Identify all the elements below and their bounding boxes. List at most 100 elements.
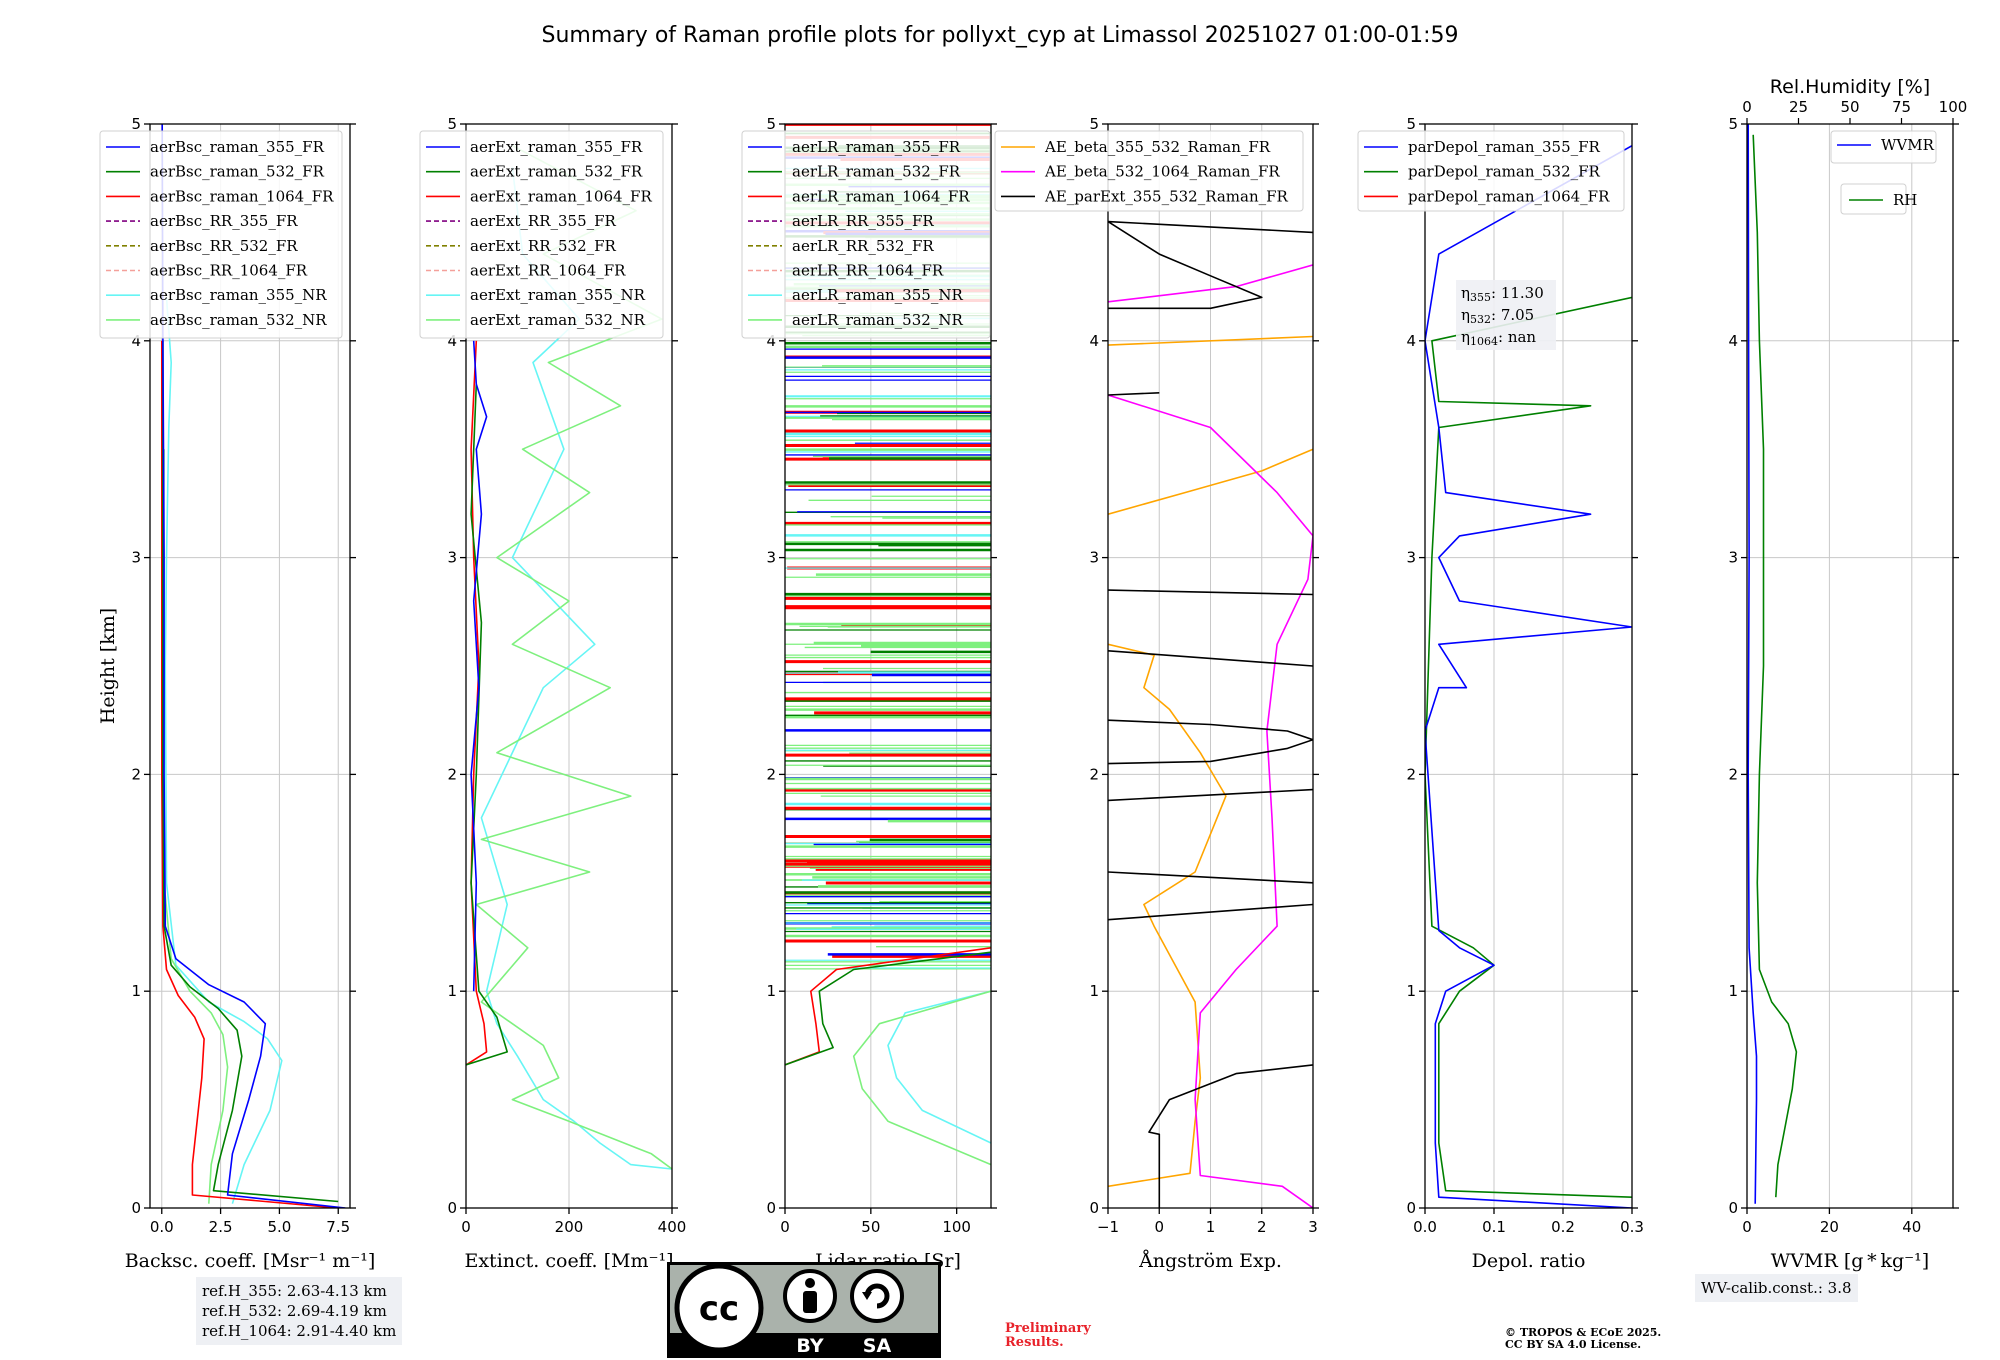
legend-label: aerExt_RR_532_FR <box>470 237 617 255</box>
legend-label: aerLR_raman_355_NR <box>792 286 963 304</box>
y-tick-label: 5 <box>447 115 457 133</box>
y-tick-label: 3 <box>447 549 457 567</box>
y-tick-label: 2 <box>447 765 457 783</box>
preliminary-line2: Results. <box>1005 1335 1064 1350</box>
panel-depol: 0 1 2 3 4 5 0.0 0.1 0.2 0.3 Depol. ratio parDepol_r… <box>1357 115 1644 1272</box>
x-axis-label: WVMR [g * kg⁻¹] <box>1771 1250 1929 1272</box>
legend-label: aerExt_RR_1064_FR <box>470 262 626 280</box>
x-tick-label: 400 <box>658 1218 687 1236</box>
cc-text: cc <box>699 1289 739 1329</box>
legend-label: aerLR_raman_355_FR <box>792 138 961 156</box>
x-axis-label: Depol. ratio <box>1472 1250 1586 1272</box>
y-tick-label: 4 <box>1406 332 1416 350</box>
series-line-AE_beta_355_532_Raman_FR_upper <box>1108 448 1313 515</box>
series-group <box>1425 145 1632 1208</box>
y-tick-label: 1 <box>1406 982 1416 1000</box>
legend-label: AE_beta_532_1064_Raman_FR <box>1044 163 1280 181</box>
legend-box <box>419 130 664 339</box>
legend-label: aerExt_raman_532_FR <box>470 163 643 181</box>
legend-label: aerBsc_RR_355_FR <box>150 212 298 230</box>
x-tick-label: 2 <box>1257 1218 1267 1236</box>
legend-label: aerLR_RR_532_FR <box>792 237 934 255</box>
y-tick-label: 2 <box>1089 765 1099 783</box>
legend: AE_beta_355_532_Raman_FR AE_beta_532_1064… <box>994 130 1304 212</box>
x-axis-label: Ångström Exp. <box>1138 1250 1282 1272</box>
series-line-parDepol_raman_532_FR <box>1425 296 1632 1198</box>
y-tick-label: 0 <box>1406 1199 1416 1217</box>
eta-line: η532: 7.05 <box>1461 306 1534 326</box>
x-tick-label: 7.5 <box>326 1218 350 1236</box>
series-line-aerExt_raman_532_NR <box>475 144 672 1170</box>
series-line-aerBsc_raman_1064_FR <box>161 340 339 1208</box>
copyright-line2: CC BY SA 4.0 License. <box>1505 1338 1642 1351</box>
series-line-AE_beta_532_1064_Raman_FR <box>1194 535 1313 1208</box>
series-line-parDepol_raman_355_FR <box>1425 145 1632 1208</box>
y-tick-label: 3 <box>1728 549 1738 567</box>
y-tick-label: 4 <box>1728 332 1738 350</box>
x-tick-label: 2.5 <box>209 1218 233 1236</box>
x-tick-label: 0 <box>1742 1218 1752 1236</box>
ref-height-1064: ref.H_1064: 2.91-4.40 km <box>202 1322 397 1340</box>
x-tick-label: 200 <box>555 1218 584 1236</box>
legend-label: aerExt_raman_355_FR <box>470 138 643 156</box>
x-tick-label: 5.0 <box>267 1218 291 1236</box>
legend-label: parDepol_raman_532_FR <box>1408 163 1601 181</box>
legend-label: aerBsc_RR_532_FR <box>150 237 298 255</box>
series-group <box>1747 124 1798 1204</box>
legend: aerExt_raman_355_FR aerExt_raman_532_FRae… <box>419 130 664 339</box>
axes-frame <box>1746 123 1954 1209</box>
series-line-AE_parExt_segment_h <box>1108 220 1313 310</box>
y-tick-label: 2 <box>1728 765 1738 783</box>
top-x-tick-label: 50 <box>1840 98 1859 116</box>
legend-label: aerLR_raman_1064_FR <box>792 187 970 205</box>
y-tick-label: 4 <box>131 332 141 350</box>
x-tick-label: 100 <box>942 1218 971 1236</box>
preliminary-line1: Preliminary <box>1005 1321 1091 1336</box>
sa-arrowhead <box>862 1292 872 1300</box>
x-axis-label: Extinct. coeff. [Mm⁻¹] <box>464 1250 673 1272</box>
ref-height-532: ref.H_532: 2.69-4.19 km <box>202 1302 387 1320</box>
reference-height-box: ref.H_355: 2.63-4.13 km ref.H_532: 2.69-… <box>196 1277 403 1345</box>
eta-box <box>1456 280 1556 350</box>
x-tick-label: 0.0 <box>1413 1218 1437 1236</box>
legend-label: aerBsc_raman_355_FR <box>150 138 325 156</box>
x-tick-label: 0 <box>1154 1218 1164 1236</box>
legend-label: aerLR_RR_355_FR <box>792 212 934 230</box>
legend-label: aerBsc_raman_532_NR <box>150 311 327 329</box>
y-tick-label: 5 <box>1089 115 1099 133</box>
legend-box-2 <box>1840 183 1907 215</box>
series-line-AE_parExt_segment_g <box>1108 392 1160 396</box>
legend-label: aerBsc_raman_1064_FR <box>150 187 334 205</box>
top-x-tick-label: 25 <box>1789 98 1808 116</box>
y-tick-label: 5 <box>1728 115 1738 133</box>
y-tick-label: 0 <box>1089 1199 1099 1217</box>
by-text: BY <box>796 1335 823 1357</box>
wv-calib-const: WV-calib.const.: 3.8 <box>1701 1279 1852 1297</box>
series-line-aerLR_raman_355_NR <box>887 990 991 1144</box>
legend-label: aerBsc_RR_1064_FR <box>150 262 308 280</box>
series-line-RH <box>1752 134 1798 1198</box>
legend-box <box>994 130 1304 212</box>
panels: 0 1 2 3 4 5 0.0 2.5 5.0 7.5 Backsc. coeff. [Msr⁻¹ … <box>97 76 1967 1272</box>
legend-box <box>741 130 991 339</box>
eta-symbol: η <box>1461 328 1470 346</box>
copyright-note: © TROPOS & ECoE 2025. CC BY SA 4.0 Licen… <box>1505 1327 1661 1351</box>
legend: parDepol_raman_355_FR parDepol_raman_532_… <box>1357 130 1625 212</box>
eta-subscript: 532 <box>1470 313 1491 326</box>
top-x-tick-label: 100 <box>1939 98 1968 116</box>
x-tick-label: 50 <box>861 1218 880 1236</box>
y-tick-label: 1 <box>1728 982 1738 1000</box>
legend-label: RH <box>1893 191 1917 209</box>
legend-label: AE_parExt_355_532_Raman_FR <box>1044 187 1289 205</box>
series-line-aerBsc_raman_355_FR <box>161 124 346 1208</box>
y-tick-label: 0 <box>131 1199 141 1217</box>
y-tick-label: 3 <box>131 549 141 567</box>
y-tick-label: 4 <box>1089 332 1099 350</box>
sa-text: SA <box>863 1335 892 1357</box>
legend-label: AE_beta_355_532_Raman_FR <box>1044 138 1271 156</box>
x-tick-label: 40 <box>1902 1218 1921 1236</box>
legend-label: parDepol_raman_355_FR <box>1408 138 1601 156</box>
